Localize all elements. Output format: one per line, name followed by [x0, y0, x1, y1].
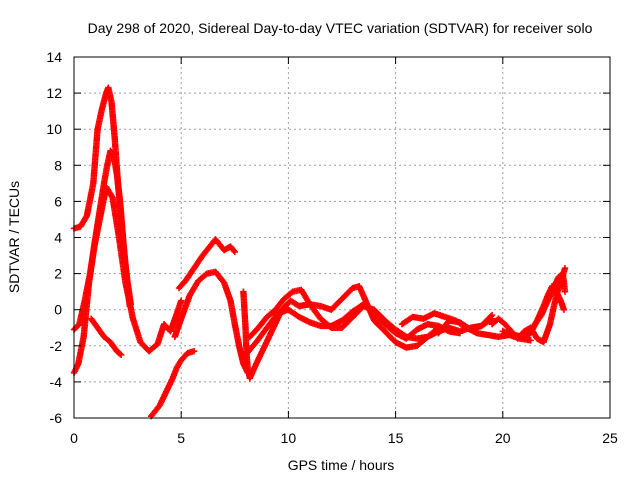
x-tick-label: 5 [177, 430, 185, 446]
y-tick-label: -2 [50, 338, 63, 354]
y-tick-labels: -6 -4 -2 0 2 4 6 8 10 12 14 [46, 49, 62, 426]
series-arc-4 [87, 315, 125, 359]
y-axis-label: SDTVAR / TECUs [6, 181, 22, 293]
y-tick-label: 8 [54, 157, 62, 173]
series-arc-12 [435, 311, 496, 337]
series-arc-6 [175, 236, 238, 292]
y-tick-label: 0 [54, 302, 62, 318]
y-tick-label: -6 [50, 410, 63, 426]
data-point [561, 288, 569, 295]
y-tick-label: 2 [54, 266, 62, 282]
grid [74, 57, 610, 418]
series-arc-5 [147, 348, 198, 420]
series-arc-10 [246, 286, 496, 342]
data-point [116, 350, 124, 358]
x-tick-label: 15 [388, 430, 404, 446]
y-tick-label: 4 [54, 230, 62, 246]
y-tick-label: 14 [46, 49, 62, 65]
series-arc-15 [531, 270, 569, 328]
tick-marks [73, 56, 611, 419]
series-arc-14 [499, 283, 568, 340]
data-point [178, 297, 185, 304]
data-point [560, 306, 568, 313]
y-tick-label: 6 [54, 193, 62, 209]
x-tick-label: 25 [602, 430, 618, 446]
series-arc-7 [171, 268, 251, 377]
series-arc-2 [70, 147, 133, 333]
chart-title: Day 298 of 2020, Sidereal Day-to-day VTE… [88, 20, 593, 36]
x-tick-labels: 0 5 10 15 20 25 [70, 430, 618, 446]
data-point [231, 248, 238, 256]
data-point [561, 264, 569, 272]
x-tick-label: 10 [281, 430, 297, 446]
x-tick-label: 0 [70, 430, 78, 446]
data-point [190, 348, 198, 355]
y-tick-label: 10 [46, 121, 62, 137]
y-tick-label: -4 [50, 374, 63, 390]
data-point [487, 312, 495, 320]
series-arc-3 [70, 183, 185, 377]
data-points [70, 84, 569, 420]
data-point [117, 351, 125, 359]
x-tick-label: 20 [495, 430, 511, 446]
x-axis-label: GPS time / hours [288, 457, 395, 473]
data-point [527, 337, 534, 344]
data-point [488, 311, 496, 319]
y-tick-label: 12 [46, 85, 62, 101]
